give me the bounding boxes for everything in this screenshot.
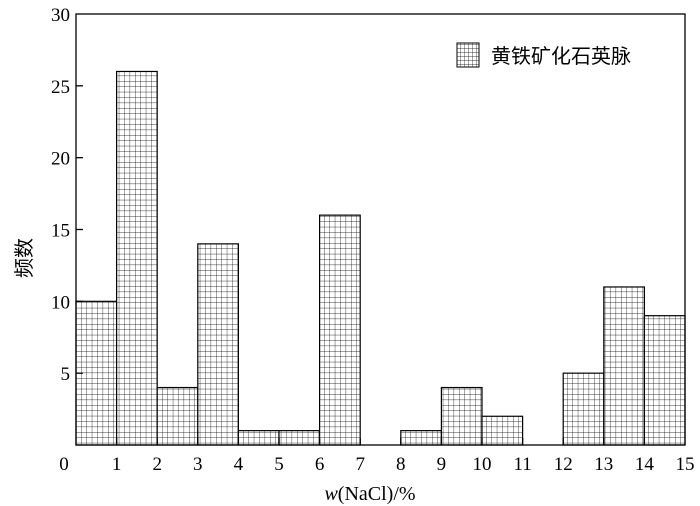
bar-8-9 bbox=[400, 430, 442, 446]
x-tick-label: 4 bbox=[234, 454, 244, 475]
y-ticks-group: 5 10 15 20 25 30 bbox=[51, 5, 83, 385]
x-tick-label: 2 bbox=[152, 454, 162, 475]
legend-label: 黄铁矿化石英脉 bbox=[491, 44, 631, 68]
x-tick-label: 5 bbox=[274, 454, 284, 475]
x-tick-label: 15 bbox=[676, 454, 695, 475]
bar-14-15 bbox=[643, 315, 686, 446]
x-tick-label: 10 bbox=[473, 454, 492, 475]
x-tick-label: 12 bbox=[554, 454, 573, 475]
bar-5-6 bbox=[278, 430, 321, 446]
x-tick-label: 6 bbox=[315, 454, 325, 475]
x-tick-label: 8 bbox=[396, 454, 406, 475]
bars-group bbox=[75, 70, 686, 446]
bar-13-14 bbox=[603, 286, 645, 446]
y-tick-label: 30 bbox=[51, 5, 70, 26]
origin-label: 0 bbox=[59, 454, 69, 475]
y-tick-label: 20 bbox=[51, 149, 70, 170]
x-axis-title: w(NaCl)/% bbox=[324, 483, 415, 505]
y-tick-label: 5 bbox=[61, 364, 71, 385]
x-tick-label: 7 bbox=[355, 454, 365, 475]
x-axis-title-rest: (NaCl)/% bbox=[338, 483, 416, 505]
x-tick-label: 1 bbox=[112, 454, 122, 475]
bar-6-7 bbox=[319, 214, 361, 446]
y-tick-label: 10 bbox=[51, 292, 70, 313]
y-axis-title: 频数 bbox=[13, 238, 36, 278]
x-tick-label: 11 bbox=[513, 454, 531, 475]
bar-1-2 bbox=[115, 70, 158, 446]
x-tick-label: 14 bbox=[635, 454, 655, 475]
legend: 黄铁矿化石英脉 bbox=[456, 42, 631, 68]
y-tick-label: 25 bbox=[51, 77, 70, 98]
bar-9-10 bbox=[440, 386, 483, 446]
bar-12-13 bbox=[562, 372, 605, 446]
bar-2-3 bbox=[156, 386, 199, 446]
bar-4-5 bbox=[237, 430, 280, 446]
x-tick-label: 13 bbox=[594, 454, 613, 475]
x-tick-label: 9 bbox=[437, 454, 447, 475]
bar-10-11 bbox=[481, 415, 524, 446]
legend-swatch bbox=[456, 42, 480, 68]
bar-3-4 bbox=[197, 243, 240, 446]
x-ticks-group: 1 2 3 4 5 6 7 8 9 10 11 12 13 14 150 bbox=[59, 438, 695, 475]
x-tick-label: 3 bbox=[193, 454, 203, 475]
x-axis-variable: w bbox=[324, 483, 338, 505]
y-tick-label: 15 bbox=[51, 221, 70, 242]
